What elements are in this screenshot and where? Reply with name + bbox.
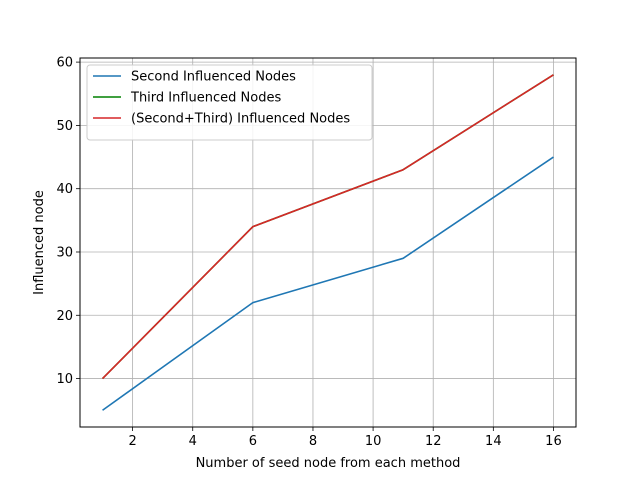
legend: Second Influenced Nodes Third Influenced … [86, 64, 373, 141]
y-tick-label: 50 [56, 119, 73, 134]
x-tick-label: 2 [128, 434, 136, 449]
y-tick-label: 60 [56, 56, 73, 71]
x-tick-label: 4 [189, 434, 197, 449]
y-tick-label: 40 [56, 182, 73, 197]
x-tick-label: 8 [309, 434, 317, 449]
y-tick-label: 20 [56, 309, 73, 324]
x-axis-ticks: 2 4 6 8 10 12 14 16 [128, 427, 562, 449]
legend-label-2: Third Influenced Nodes [130, 91, 281, 106]
y-axis-ticks: 10 20 30 40 50 60 [56, 56, 80, 387]
series-line-3 [101, 74, 554, 380]
legend-label-3: (Second+Third) Influenced Nodes [131, 112, 350, 127]
plot-frame [79, 57, 577, 428]
x-tick-label: 14 [485, 434, 502, 449]
y-tick-label: 30 [56, 245, 73, 260]
x-tick-label: 10 [365, 434, 382, 449]
legend-label-1: Second Influenced Nodes [131, 70, 296, 85]
x-tick-label: 16 [545, 434, 562, 449]
x-axis-label: Number of seed node from each method [196, 456, 461, 471]
y-axis-label: Influenced node [32, 190, 47, 295]
series-line-1 [102, 156, 554, 411]
x-tick-label: 6 [249, 434, 257, 449]
legend-box [86, 64, 373, 141]
y-tick-label: 10 [56, 372, 73, 387]
x-tick-label: 12 [425, 434, 442, 449]
series-lines [101, 74, 554, 411]
